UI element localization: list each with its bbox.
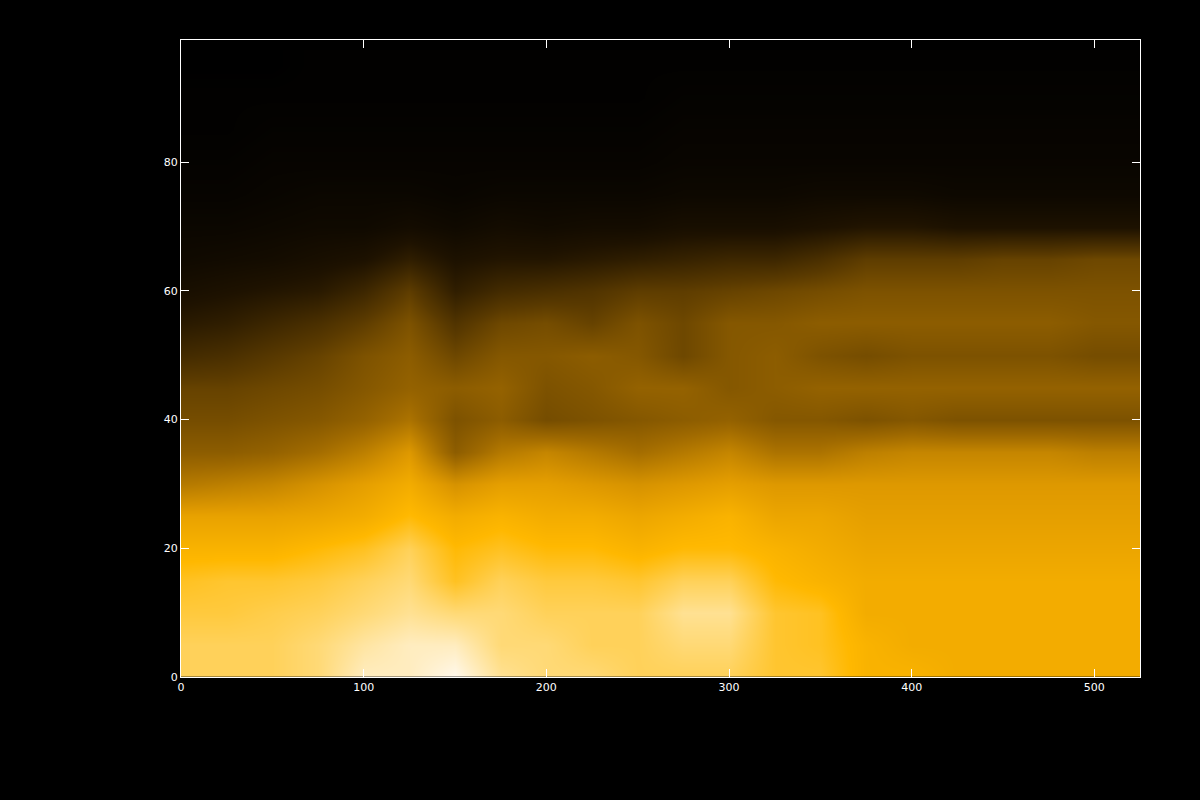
svg-text:0: 0 — [178, 681, 185, 694]
svg-text:80: 80 — [164, 156, 178, 169]
svg-text:300: 300 — [719, 681, 740, 694]
svg-text:500: 500 — [1084, 681, 1105, 694]
svg-text:200: 200 — [536, 681, 557, 694]
svg-text:20: 20 — [164, 542, 178, 555]
svg-text:400: 400 — [901, 681, 922, 694]
svg-text:40: 40 — [164, 413, 178, 426]
svg-text:100: 100 — [353, 681, 374, 694]
svg-text:0: 0 — [171, 671, 178, 684]
svg-text:60: 60 — [164, 285, 178, 298]
